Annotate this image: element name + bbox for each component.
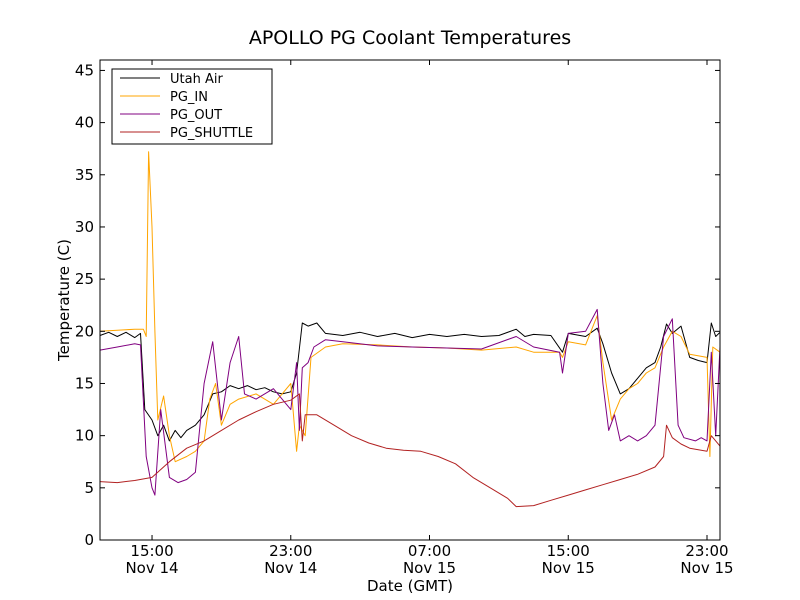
legend-label: PG_IN — [170, 90, 208, 105]
x-tick-label: 23:00 — [685, 542, 728, 560]
y-axis-label: Temperature (C) — [55, 239, 73, 362]
x-tick-date-label: Nov 14 — [125, 559, 178, 577]
series-line-pg-out — [99, 308, 721, 496]
x-tick-label: 23:00 — [269, 542, 312, 560]
x-tick-date-label: Nov 14 — [264, 559, 317, 577]
series-line-utah-air — [99, 322, 721, 442]
x-tick-label: 15:00 — [130, 542, 173, 560]
x-tick-label: 07:00 — [408, 542, 451, 560]
y-tick-label: 15 — [75, 374, 94, 392]
series-layer — [99, 151, 721, 508]
y-tick-label: 35 — [75, 166, 94, 184]
legend: Utah Air PG_IN PG_OUT PG_SHUTTLE — [111, 68, 273, 145]
y-tick-label: 10 — [75, 427, 94, 445]
x-tick-date-label: Nov 15 — [542, 559, 595, 577]
legend-label: PG_OUT — [170, 108, 222, 123]
y-tick-label: 40 — [75, 114, 94, 132]
x-tick-label: 15:00 — [547, 542, 590, 560]
y-tick-label: 30 — [75, 218, 94, 236]
series-line-pg-shuttle — [99, 393, 721, 508]
x-tick-date-label: Nov 15 — [403, 559, 456, 577]
x-axis-label: Date (GMT) — [367, 577, 453, 595]
y-tick-label: 5 — [84, 479, 94, 497]
chart-title: APOLLO PG Coolant Temperatures — [249, 27, 571, 49]
y-tick-label: 0 — [84, 531, 94, 549]
x-tick-date-label: Nov 15 — [680, 559, 733, 577]
legend-label: Utah Air — [170, 72, 223, 87]
y-tick-label: 20 — [75, 322, 94, 340]
plot-frame — [99, 59, 721, 541]
y-axis: 0 5 10 15 20 25 30 35 40 45 — [75, 61, 720, 549]
series-line-pg-in — [99, 151, 721, 463]
legend-label: PG_SHUTTLE — [170, 126, 253, 141]
y-tick-label: 25 — [75, 270, 94, 288]
y-tick-label: 45 — [75, 61, 94, 79]
